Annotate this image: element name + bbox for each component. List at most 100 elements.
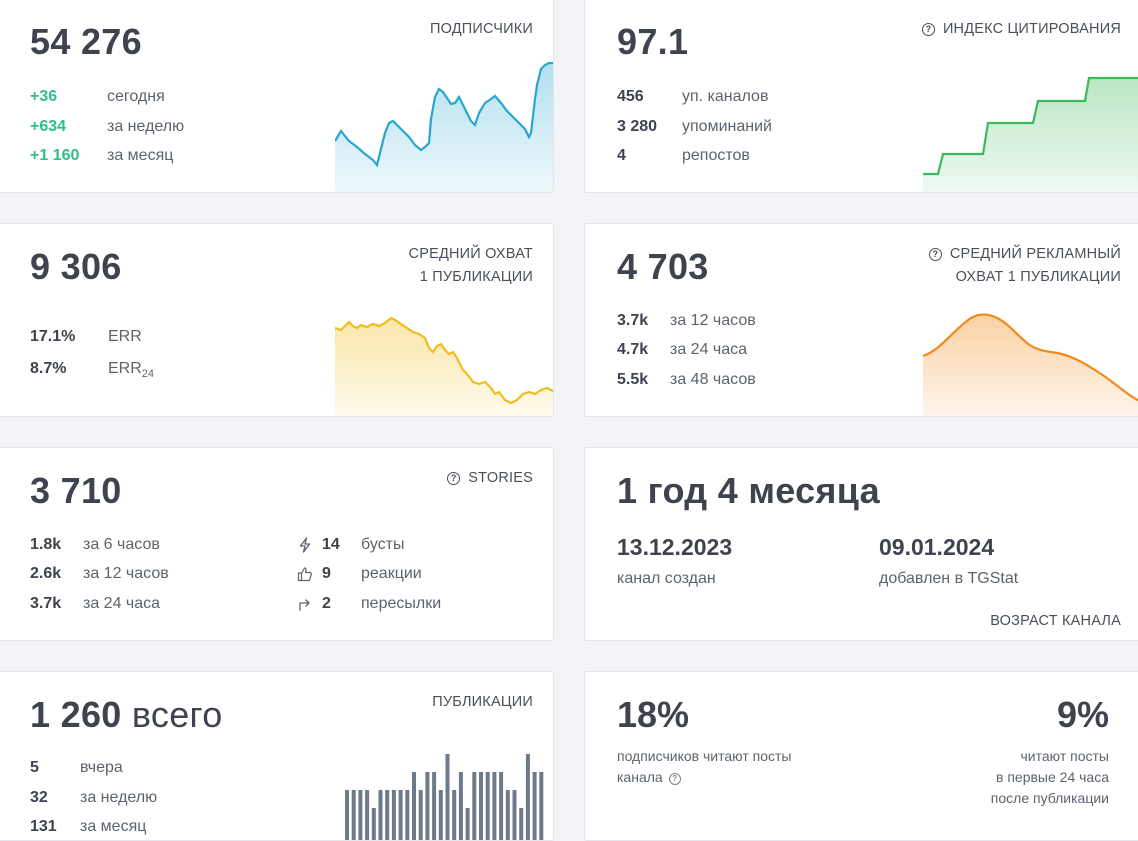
stories-reactions-value: 9 (322, 565, 331, 582)
ad-reach-48h-text: за 48 часов (670, 371, 756, 388)
ad-reach-24h-value: 4.7k (617, 341, 649, 358)
publications-yesterday-value: 5 (30, 759, 39, 776)
question-icon[interactable]: ? (921, 23, 935, 36)
reach-err-row: 17.1% ERR (30, 326, 280, 348)
subscribers-today-row: +36 сегодня (30, 86, 280, 108)
publications-label: ПУБЛИКАЦИИ (432, 694, 533, 710)
readers-left-note-line1: подписчиков читают посты (617, 748, 792, 764)
citation-mentions-row: 3 280 упоминаний (617, 116, 867, 138)
stories-label-text: STORIES (468, 470, 533, 486)
stories-reactions-row: 9 реакции (297, 563, 517, 585)
citation-mentions-text: упоминаний (682, 118, 772, 135)
citation-label: ? ИНДЕКС ЦИТИРОВАНИЯ (921, 18, 1121, 41)
stories-12h-row: 2.6k за 12 часов (30, 563, 280, 585)
citation-reposts-row: 4 репостов (617, 145, 867, 167)
ad-reach-card[interactable]: 4 703 ? СРЕДНИЙ РЕКЛАМНЫЙ ОХВАТ 1 ПУБЛИКА… (584, 223, 1138, 417)
ad-reach-curve (923, 313, 1138, 416)
readers-card[interactable]: 18% подписчиков читают посты канала? 9% … (584, 671, 1138, 841)
channel-age-value: 1 год 4 месяца (617, 470, 880, 511)
ad-reach-label: ? СРЕДНИЙ РЕКЛАМНЫЙ ОХВАТ 1 ПУБЛИКАЦИИ (928, 243, 1121, 289)
stories-24h-text: за 24 часа (83, 595, 161, 612)
stories-24h-row: 3.7k за 24 часа (30, 593, 280, 615)
reach-card[interactable]: 9 306 СРЕДНИЙ ОХВАТ 1 ПУБЛИКАЦИИ 17.1% E… (0, 223, 554, 417)
question-icon[interactable]: ? (447, 472, 461, 485)
publications-value: 1 260 всего (30, 694, 223, 736)
ad-reach-12h-value: 3.7k (617, 312, 649, 329)
question-icon[interactable]: ? (928, 248, 942, 261)
subscribers-month-text: за месяц (107, 147, 174, 164)
ad-reach-12h-text: за 12 часов (670, 312, 756, 329)
readers-right-note-line2: в первые 24 часа (996, 769, 1109, 785)
ad-reach-48h-row: 5.5k за 48 часов (617, 369, 867, 391)
stories-label: ? STORIES (447, 467, 533, 490)
subscribers-today-value: +36 (30, 88, 58, 105)
citation-label-text: ИНДЕКС ЦИТИРОВАНИЯ (942, 21, 1121, 37)
ad-reach-12h-row: 3.7k за 12 часов (617, 310, 867, 332)
stories-value: 3 710 (30, 470, 122, 511)
created-label: канал создан (617, 570, 716, 587)
reach-err-text: ERR (108, 328, 142, 345)
stories-forwards-text: пересылки (361, 595, 442, 612)
stories-6h-text: за 6 часов (83, 536, 160, 553)
channel-age-card[interactable]: 1 год 4 месяца 13.12.2023 канал создан 0… (584, 447, 1138, 641)
subscribers-sparkline (335, 61, 553, 192)
subscribers-label: ПОДПИСЧИКИ (430, 21, 533, 37)
reach-err24-value: 8.7% (30, 360, 67, 377)
reach-err24-sub: 24 (141, 368, 155, 381)
subscribers-week-value: +634 (30, 118, 67, 135)
reach-value: 9 306 (30, 246, 122, 287)
publications-total-suffix: всего (131, 694, 223, 735)
subscribers-week-row: +634 за неделю (30, 116, 280, 138)
publications-bar-chart (345, 754, 544, 840)
subscribers-card[interactable]: 54 276 ПОДПИСЧИКИ +36 сегодня +634 за не… (0, 0, 554, 193)
thumbs-up-icon (297, 567, 312, 582)
readers-left-note-line2: канала (617, 769, 663, 785)
publications-yesterday-row: 5 вчера (30, 757, 280, 779)
reach-label-line1: СРЕДНИЙ ОХВАТ (408, 246, 533, 262)
citation-step-chart (923, 76, 1138, 192)
publications-card[interactable]: 1 260 всего ПУБЛИКАЦИИ 5 вчера 32 за нед… (0, 671, 554, 841)
added-date: 09.01.2024 (879, 534, 995, 560)
citation-channels-row: 456 уп. каналов (617, 86, 867, 108)
reach-err24-text: ERR (108, 360, 142, 377)
stories-12h-value: 2.6k (30, 565, 62, 582)
lightning-icon (299, 537, 311, 553)
stories-6h-row: 1.8k за 6 часов (30, 534, 280, 556)
subscribers-month-row: +1 160 за месяц (30, 145, 280, 167)
ad-reach-value: 4 703 (617, 246, 709, 287)
forward-arrow-icon (299, 599, 310, 611)
reach-label: СРЕДНИЙ ОХВАТ 1 ПУБЛИКАЦИИ (409, 243, 533, 289)
readers-left-note: подписчиков читают посты канала? (617, 746, 791, 788)
readers-right-note: читают посты в первые 24 часа после публ… (991, 746, 1109, 809)
created-date: 13.12.2023 (617, 534, 733, 560)
publications-week-row: 32 за неделю (30, 787, 280, 809)
ad-reach-label-line1: СРЕДНИЙ РЕКЛАМНЫЙ (949, 246, 1121, 262)
stories-card[interactable]: 3 710 ? STORIES 1.8k за 6 часов 2.6k за 1… (0, 447, 554, 641)
publications-month-text: за месяц (80, 818, 147, 835)
stories-boosts-text: бусты (361, 536, 405, 553)
citation-channels-text: уп. каналов (682, 88, 769, 105)
citation-mentions-value: 3 280 (617, 118, 658, 135)
stories-24h-value: 3.7k (30, 595, 62, 612)
readers-right-note-line1: читают посты (1020, 748, 1110, 764)
citation-channels-value: 456 (617, 88, 644, 105)
stories-boosts-row: 14 бусты (297, 534, 517, 556)
citation-card[interactable]: 97.1 ? ИНДЕКС ЦИТИРОВАНИЯ 456 уп. каналов… (584, 0, 1138, 193)
publications-month-value: 131 (30, 818, 57, 835)
reach-err-value: 17.1% (30, 328, 76, 345)
subscribers-month-value: +1 160 (30, 147, 80, 164)
publications-week-value: 32 (30, 789, 48, 806)
reach-err24-row: 8.7% ERR24 (30, 358, 280, 380)
stories-6h-value: 1.8k (30, 536, 62, 553)
channel-age-label: ВОЗРАСТ КАНАЛА (990, 613, 1121, 629)
stories-forwards-value: 2 (322, 595, 331, 612)
publications-week-text: за неделю (80, 789, 158, 806)
readers-left-value: 18% (617, 694, 690, 735)
ad-reach-24h-text: за 24 часа (670, 341, 748, 358)
ad-reach-24h-row: 4.7k за 24 часа (617, 339, 867, 361)
publications-month-row: 131 за месяц (30, 816, 280, 838)
stories-12h-text: за 12 часов (83, 565, 169, 582)
readers-right-value: 9% (1056, 694, 1109, 735)
question-icon[interactable]: ? (668, 773, 681, 785)
added-label: добавлен в TGStat (879, 570, 1019, 587)
